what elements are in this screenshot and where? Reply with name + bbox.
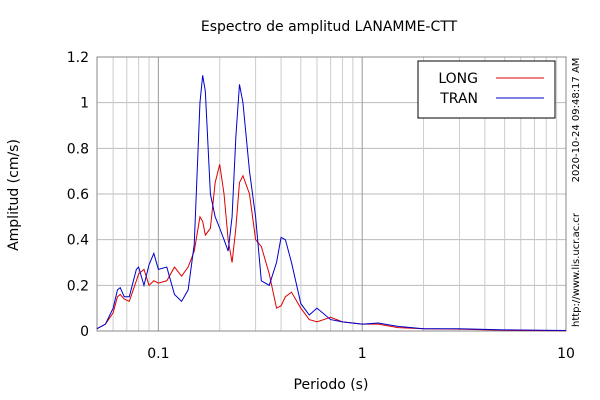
source-url: http://www.lis.ucr.ac.cr — [571, 212, 582, 327]
x-tick-label: 0.1 — [147, 346, 169, 362]
legend-label: LONG — [438, 71, 478, 87]
x-axis-label: Periodo (s) — [294, 377, 369, 393]
y-axis-label: Amplitud (cm/s) — [6, 139, 22, 251]
plot-frame — [96, 56, 567, 332]
y-tick-label: 0.6 — [67, 187, 89, 203]
series-line — [96, 75, 567, 332]
y-tick-label: 0.4 — [67, 233, 89, 249]
x-tick-label: 10 — [557, 346, 575, 362]
y-tick-label: 1 — [80, 96, 89, 112]
legend-label: TRAN — [439, 91, 478, 107]
y-tick-label: 1.2 — [67, 50, 89, 66]
legend-box — [417, 60, 556, 119]
chart-title: Espectro de amplitud LANAMME-CTT — [201, 19, 458, 35]
y-tick-label: 0 — [80, 324, 89, 340]
timestamp: 2020-10-24 09:48:17 AM — [571, 58, 582, 183]
x-tick-label: 1 — [358, 346, 367, 362]
y-tick-label: 0.8 — [67, 141, 89, 157]
y-tick-label: 0.2 — [67, 278, 89, 294]
